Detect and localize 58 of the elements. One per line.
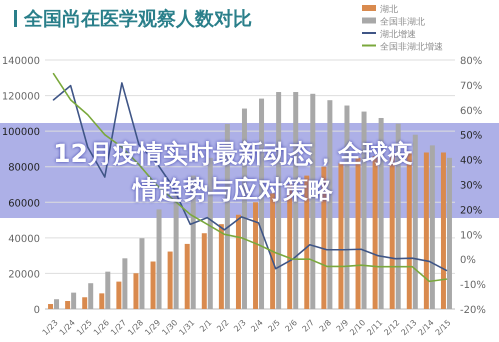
x-tick-label: 2/5 [266,318,282,334]
bar [446,158,452,309]
x-tick-label: 2/9 [334,318,350,334]
x-tick-label: 2/4 [249,318,265,334]
legend-label: 湖北增速 [380,29,416,40]
bar [48,304,54,309]
x-tick-label: 2/8 [318,318,334,334]
y-tick-label: 100000 [2,127,40,138]
y2-tick-label: 50% [460,130,482,142]
x-tick-label: 2/7 [300,318,316,334]
bar [202,233,207,309]
bar [184,244,190,309]
y2-tick-label: 80% [460,56,482,67]
bar [424,152,429,309]
legend-label: 湖北 [380,4,398,15]
y-tick-label: 40000 [8,234,40,245]
bar [440,152,446,309]
y2-tick-label: 70% [460,80,482,92]
x-tick-label: 2/1 [198,318,214,334]
y2-tick-label: 10% [460,230,482,242]
x-tick-label: 2/3 [232,318,248,334]
bar [116,282,122,309]
bar [150,262,156,309]
y-tick-label: 20000 [8,269,40,280]
bar [65,300,70,309]
bar [168,252,173,309]
bar [54,299,60,309]
y2-tick-label: 40% [460,156,482,167]
x-tick-label: 2/2 [215,318,231,334]
y-tick-label: 60000 [8,198,40,210]
y2-tick-label: 60% [460,106,482,117]
y2-tick-label: -10% [460,280,486,292]
bar [253,202,258,309]
bar [71,292,76,309]
x-tick-label: 2/6 [283,318,299,334]
legend-label: 全国非湖北增速 [380,42,443,52]
bar [122,258,128,309]
y2-tick-label: 20% [460,205,482,216]
bar [139,238,144,309]
y-tick-label: 120000 [2,92,40,103]
y-tick-label: 80000 [8,162,40,174]
y2-tick-label: 0% [460,255,476,266]
legend-label: 全国非湖北 [380,16,425,28]
bar [105,272,110,309]
bar [412,134,418,309]
y-tick-label: 0 [34,305,40,316]
bar [82,297,88,309]
chart-title: 全国尚在医学观察人数对比 [23,8,252,30]
bar [99,293,104,309]
bar [236,214,241,309]
y2-tick-label: -20% [460,305,486,316]
y2-tick-label: 30% [460,180,482,192]
bar [430,145,435,309]
bar [133,273,138,309]
bar [156,209,162,309]
y-tick-label: 140000 [2,56,40,67]
bar [88,283,94,309]
bar [218,224,224,309]
